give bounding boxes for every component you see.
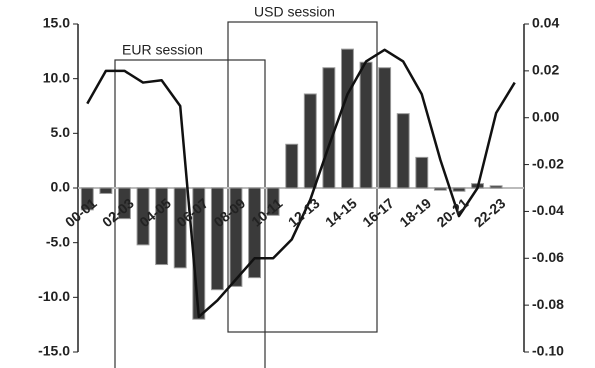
bar <box>489 185 503 189</box>
bar <box>118 187 131 220</box>
y2-tick-label: -0.08 <box>532 296 564 312</box>
y-tick-label: 10.0 <box>43 69 70 85</box>
bar <box>248 187 261 279</box>
bar <box>136 187 150 246</box>
bar <box>322 67 336 189</box>
x-tick-label: 14-15 <box>322 195 360 230</box>
y-tick-label: 5.0 <box>51 124 71 140</box>
bar <box>359 61 373 189</box>
x-tick-label: 00-01 <box>62 195 100 230</box>
bar <box>80 187 94 211</box>
bar <box>341 48 354 189</box>
annotation: EUR session <box>122 42 203 58</box>
x-tick-label: 02-03 <box>99 195 137 230</box>
bar <box>452 187 466 192</box>
y2-tick-label: -0.02 <box>532 155 564 171</box>
bar <box>303 93 317 189</box>
usd-session-box <box>227 21 378 333</box>
bar <box>99 187 113 194</box>
x-tick-label: 18-19 <box>396 195 434 230</box>
y-tick-label: -5.0 <box>46 233 70 249</box>
bar <box>433 187 447 191</box>
bar <box>378 67 392 189</box>
bar <box>229 187 243 287</box>
bar <box>155 187 169 266</box>
eur-session-box <box>114 59 266 368</box>
y2-tick-label: -0.04 <box>532 202 564 218</box>
y-tick-label: -15.0 <box>38 343 70 359</box>
y-tick-label: 15.0 <box>43 15 70 31</box>
y2-tick-label: 0.00 <box>532 108 559 124</box>
bar <box>285 143 299 189</box>
x-tick-label: 22-23 <box>471 195 509 230</box>
y-tick-label: -10.0 <box>38 288 70 304</box>
annotation: USD session <box>254 4 335 20</box>
bar <box>173 187 187 269</box>
bar <box>210 187 224 291</box>
y2-tick-label: -0.10 <box>532 343 564 359</box>
y2-tick-label: 0.02 <box>532 62 559 78</box>
bar <box>266 187 280 216</box>
line <box>86 48 516 319</box>
x-tick-label: 16-17 <box>359 195 397 230</box>
y-tick-label: 0.0 <box>51 179 71 195</box>
bar <box>415 156 429 189</box>
y2-tick-label: 0.04 <box>532 15 559 31</box>
y2-tick-label: -0.06 <box>532 249 564 265</box>
x-tick-label: 12-13 <box>285 195 323 230</box>
bar <box>396 113 410 189</box>
